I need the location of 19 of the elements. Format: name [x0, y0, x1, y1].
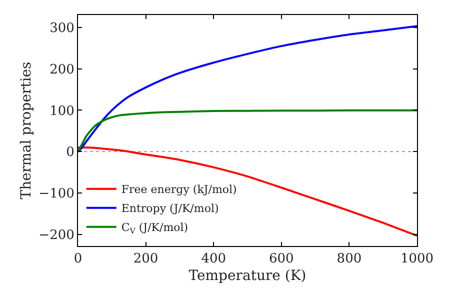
- x-axis-title: Temperature (K): [188, 268, 306, 284]
- line-series: [78, 109, 417, 153]
- y-tick-label: 0: [66, 145, 74, 160]
- legend-label: Entropy (J/K/mol): [121, 202, 219, 216]
- x-tick-label: 800: [336, 252, 362, 267]
- line-series: [78, 146, 417, 237]
- legend-label: C$_{V}$ (J/K/mol): [121, 221, 188, 236]
- x-tick-label: 1000: [400, 252, 434, 267]
- legend-label: Free energy (kJ/mol): [121, 183, 237, 196]
- y-tick-label: −100: [38, 186, 74, 202]
- y-tick-label: 100: [50, 104, 74, 119]
- line-series: [78, 25, 417, 153]
- y-axis-title: Thermal properties: [18, 62, 34, 200]
- y-tick-label: 200: [50, 62, 74, 78]
- x-tick-label: 600: [268, 252, 294, 267]
- y-tick-label: 300: [50, 20, 74, 36]
- y-tick-label: −200: [38, 228, 74, 243]
- x-tick-label: 200: [133, 252, 158, 267]
- x-tick-label: 400: [201, 252, 226, 267]
